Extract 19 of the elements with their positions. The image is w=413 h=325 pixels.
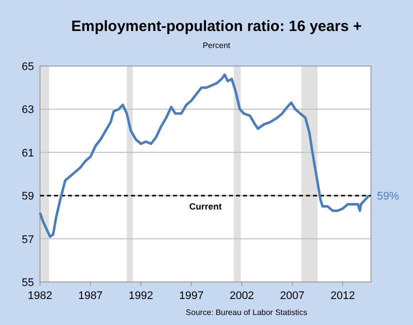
x-tick-label: 1992 <box>128 290 154 302</box>
source-note: Source: Bureau of Labor Statistics <box>186 308 308 317</box>
y-tick-label: 61 <box>22 147 34 160</box>
x-tick-label: 1997 <box>179 290 204 302</box>
x-tick-label: 1987 <box>78 290 103 302</box>
y-tick-label: 59 <box>22 190 34 203</box>
x-tick-label: 2012 <box>330 290 355 302</box>
annotation: 59% <box>376 190 400 203</box>
y-tick-label: 63 <box>22 104 34 116</box>
chart-title: Employment-population ratio: 16 years + <box>71 18 362 35</box>
x-tick-label: 2007 <box>280 290 305 302</box>
line-series <box>38 73 370 238</box>
x-tick-label: 1982 <box>28 290 52 302</box>
x-tick-label: 2002 <box>230 290 254 302</box>
y-tick-label: 65 <box>22 61 34 73</box>
y-tick-label: 57 <box>22 234 34 246</box>
chart-subtitle: Percent <box>202 41 232 50</box>
y-tick-label: 55 <box>22 277 34 289</box>
ref-line-label: Current <box>189 202 222 212</box>
